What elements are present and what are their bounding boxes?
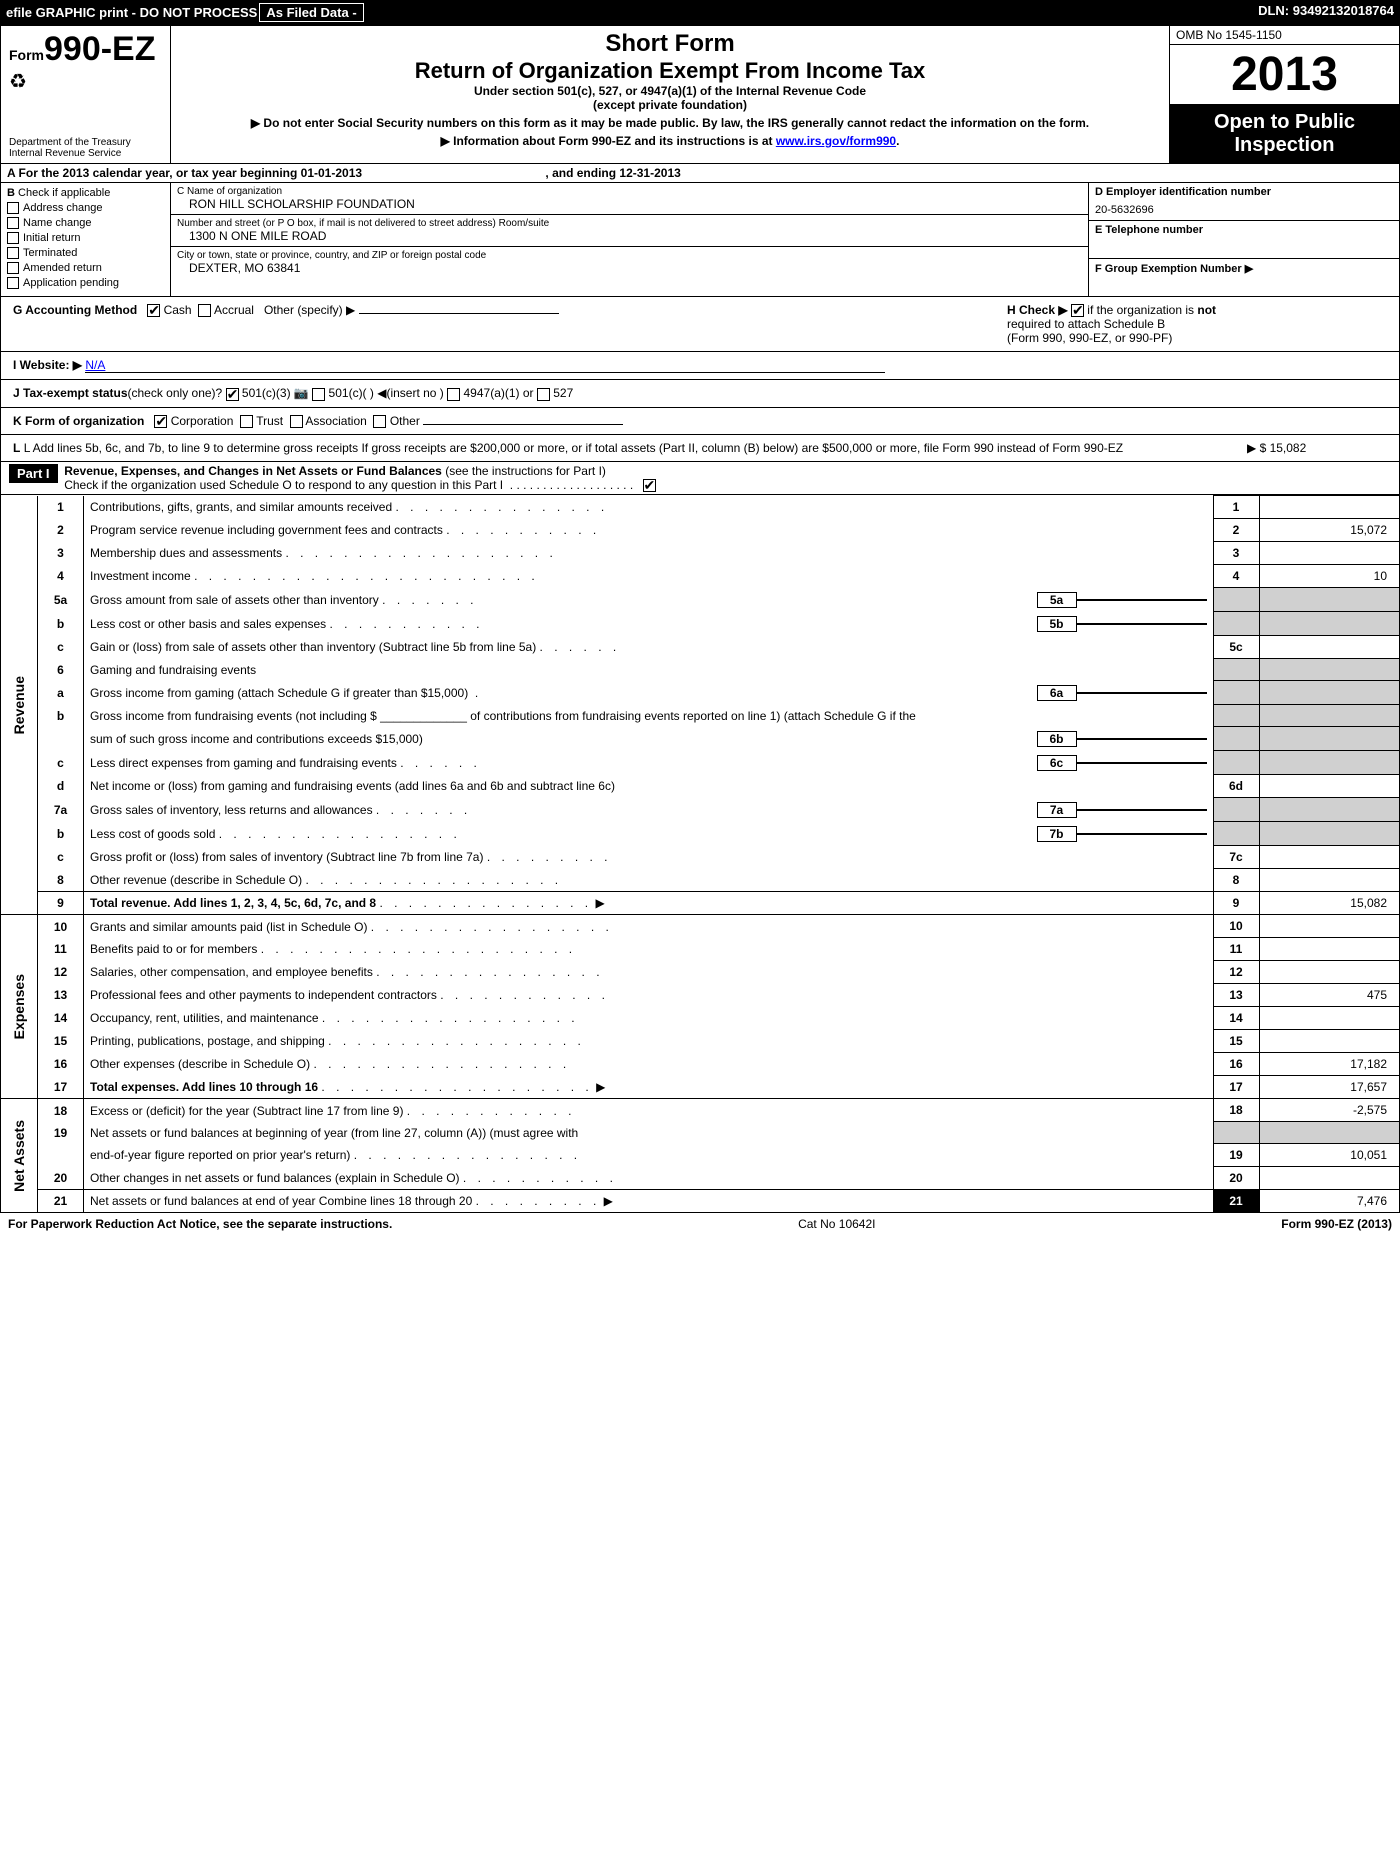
header-left: Form990-EZ ♻ Department of the Treasury …	[1, 26, 171, 163]
chk-assoc[interactable]	[290, 415, 303, 428]
efile-notice: efile GRAPHIC print - DO NOT PROCESS	[6, 5, 257, 20]
part1-header: Part I Revenue, Expenses, and Changes in…	[1, 462, 1399, 495]
form-number: Form990-EZ	[9, 30, 162, 69]
subtitle2: (except private foundation)	[187, 98, 1153, 112]
line-L: L L Add lines 5b, 6c, and 7b, to line 9 …	[1, 435, 1399, 462]
chk-501c[interactable]	[312, 388, 325, 401]
topbar: efile GRAPHIC print - DO NOT PROCESS As …	[0, 0, 1400, 25]
row-A: A For the 2013 calendar year, or tax yea…	[1, 164, 1399, 183]
dept-treasury: Department of the Treasury Internal Reve…	[9, 137, 162, 159]
chk-corp[interactable]	[154, 415, 167, 428]
line-J: J Tax-exempt status(check only one)? 501…	[1, 380, 1399, 407]
part1-table: Revenue 1Contributions, gifts, grants, a…	[1, 495, 1399, 1212]
chk-initial: Initial return	[7, 232, 164, 244]
chk-schedule-b[interactable]	[1071, 304, 1084, 317]
header-right: OMB No 1545-1150 2013 Open to Public Ins…	[1169, 26, 1399, 163]
note2: ▶ Information about Form 990-EZ and its …	[187, 134, 1153, 148]
group-exemption-block: F Group Exemption Number ▶	[1089, 259, 1399, 296]
irs-link[interactable]: www.irs.gov/form990	[776, 134, 896, 148]
col-C: C Name of organization RON HILL SCHOLARS…	[171, 183, 1089, 296]
subtitle1: Under section 501(c), 527, or 4947(a)(1)…	[187, 84, 1153, 98]
recycle-icon: ♻	[9, 69, 162, 94]
street-block: Number and street (or P O box, if mail i…	[171, 215, 1088, 247]
short-form-title: Short Form	[187, 30, 1153, 58]
chk-amended: Amended return	[7, 262, 164, 274]
line-G: G Accounting Method Cash Accrual Other (…	[13, 303, 559, 345]
line-I: I Website: ▶ N/A	[1, 352, 1399, 380]
chk-501c3[interactable]	[226, 388, 239, 401]
phone-block: E Telephone number	[1089, 221, 1399, 259]
chk-trust[interactable]	[240, 415, 253, 428]
info-grid: B Check if applicable Address change Nam…	[1, 183, 1399, 297]
form-container: Form990-EZ ♻ Department of the Treasury …	[0, 25, 1400, 1213]
note1: ▶ Do not enter Social Security numbers o…	[187, 116, 1153, 130]
tax-year: 2013	[1170, 45, 1399, 105]
line-H: H Check ▶ if the organization is not req…	[1007, 303, 1387, 345]
ein-block: D Employer identification number 20-5632…	[1089, 183, 1399, 221]
dln: DLN: 93492132018764	[1258, 3, 1394, 22]
chk-accrual[interactable]	[198, 304, 211, 317]
chk-schedO[interactable]	[643, 479, 656, 492]
omb-number: OMB No 1545-1150	[1170, 26, 1399, 45]
open-public: Open to Public Inspection	[1170, 105, 1399, 163]
asfiled-box: As Filed Data -	[259, 3, 363, 22]
col-DEF: D Employer identification number 20-5632…	[1089, 183, 1399, 296]
chk-cash[interactable]	[147, 304, 160, 317]
netassets-label: Net Assets	[7, 1120, 31, 1192]
chk-terminated: Terminated	[7, 247, 164, 259]
line-K: K Form of organization Corporation Trust…	[1, 408, 1399, 435]
header: Form990-EZ ♻ Department of the Treasury …	[1, 26, 1399, 164]
org-name-block: C Name of organization RON HILL SCHOLARS…	[171, 183, 1088, 215]
chk-address: Address change	[7, 202, 164, 214]
footer: For Paperwork Reduction Act Notice, see …	[0, 1213, 1400, 1235]
chk-other-org[interactable]	[373, 415, 386, 428]
city-block: City or town, state or province, country…	[171, 247, 1088, 278]
form-title: Return of Organization Exempt From Incom…	[187, 58, 1153, 84]
chk-527[interactable]	[537, 388, 550, 401]
chk-4947[interactable]	[447, 388, 460, 401]
line-G-H: G Accounting Method Cash Accrual Other (…	[1, 297, 1399, 352]
revenue-label: Revenue	[7, 676, 31, 734]
chk-pending: Application pending	[7, 277, 164, 289]
col-B: B Check if applicable Address change Nam…	[1, 183, 171, 296]
header-mid: Short Form Return of Organization Exempt…	[171, 26, 1169, 163]
expenses-label: Expenses	[7, 974, 31, 1039]
chk-name: Name change	[7, 217, 164, 229]
